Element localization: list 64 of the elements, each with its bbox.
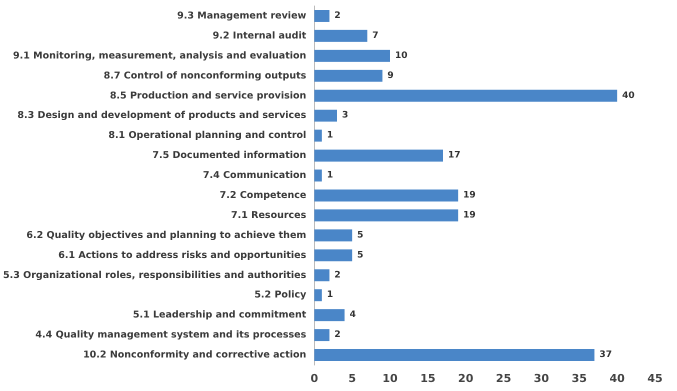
data-label: 1 xyxy=(326,170,334,181)
data-label: 40 xyxy=(622,90,635,101)
bar xyxy=(314,150,444,162)
y-tick-label: 9.2 Internal audit xyxy=(212,30,307,42)
bar xyxy=(314,349,594,362)
x-tick-label: 45 xyxy=(647,372,663,385)
data-label: 19 xyxy=(463,190,476,200)
bar xyxy=(314,170,322,182)
bar xyxy=(314,90,618,102)
data-label: 9 xyxy=(387,70,394,81)
data-label: 1 xyxy=(326,130,334,141)
y-tick-label: 8.1 Operational planning and control xyxy=(108,130,306,142)
bar xyxy=(314,130,322,142)
bar xyxy=(314,70,382,82)
bar xyxy=(314,30,368,42)
bar xyxy=(314,189,458,202)
data-label: 5 xyxy=(357,250,364,260)
y-tick-label: 7.1 Resources xyxy=(231,210,307,221)
bar xyxy=(314,289,322,302)
y-tick-label: 7.5 Documented information xyxy=(152,150,307,162)
y-tick-label: 5.1 Leadership and commitment xyxy=(132,310,307,321)
data-label: 10 xyxy=(395,50,408,61)
x-tick-label: 30 xyxy=(534,372,550,385)
x-tick-label: 0 xyxy=(310,372,318,385)
bar xyxy=(314,269,330,282)
y-tick-label: 5.2 Policy xyxy=(254,290,308,301)
data-label: 17 xyxy=(448,150,461,161)
data-label: 19 xyxy=(463,210,476,220)
x-tick-label: 25 xyxy=(496,372,512,385)
x-tick-label: 40 xyxy=(609,372,626,385)
data-label: 3 xyxy=(342,110,348,121)
bar xyxy=(314,10,330,22)
y-tick-label: 5.3 Organizational roles, responsibilities and authorities xyxy=(2,270,307,281)
y-tick-label: 4.4 Quality management system and its processes xyxy=(35,330,307,341)
data-label: 7 xyxy=(372,30,379,41)
y-tick-label: 7.4 Communication xyxy=(202,170,307,182)
y-tick-label: 10.2 Nonconformity and corrective action xyxy=(83,350,307,361)
y-tick-label: 8.5 Production and service provision xyxy=(110,90,307,102)
y-tick-label: 6.2 Quality objectives and planning to achieve them xyxy=(26,230,306,241)
x-tick-label: 35 xyxy=(572,372,587,385)
bar xyxy=(314,309,345,322)
bar xyxy=(314,209,458,222)
x-tick-label: 10 xyxy=(382,372,398,385)
data-label: 1 xyxy=(326,290,334,300)
bar xyxy=(314,329,330,342)
x-tick-label: 5 xyxy=(348,372,356,385)
bar xyxy=(314,110,338,122)
y-tick-label: 8.7 Control of nonconforming outputs xyxy=(104,70,307,82)
y-tick-label: 6.1 Actions to address risks and opportunities xyxy=(58,250,307,261)
data-label: 37 xyxy=(599,350,612,360)
bar xyxy=(314,50,390,62)
y-tick-label: 8.3 Design and development of products and services xyxy=(17,110,307,122)
data-label: 2 xyxy=(334,330,341,340)
data-label: 4 xyxy=(350,310,356,320)
y-tick-label: 7.2 Competence xyxy=(220,190,306,201)
x-tick-label: 15 xyxy=(420,372,436,385)
bar xyxy=(314,229,352,242)
bar xyxy=(314,249,352,262)
y-tick-label: 9.3 Management review xyxy=(177,10,307,22)
data-label: 2 xyxy=(334,270,341,280)
x-tick-label: 20 xyxy=(458,372,474,385)
y-tick-label: 9.1 Monitoring, measurement, analysis and evaluation xyxy=(13,50,307,62)
data-label: 5 xyxy=(357,230,364,240)
data-label: 2 xyxy=(334,10,341,21)
